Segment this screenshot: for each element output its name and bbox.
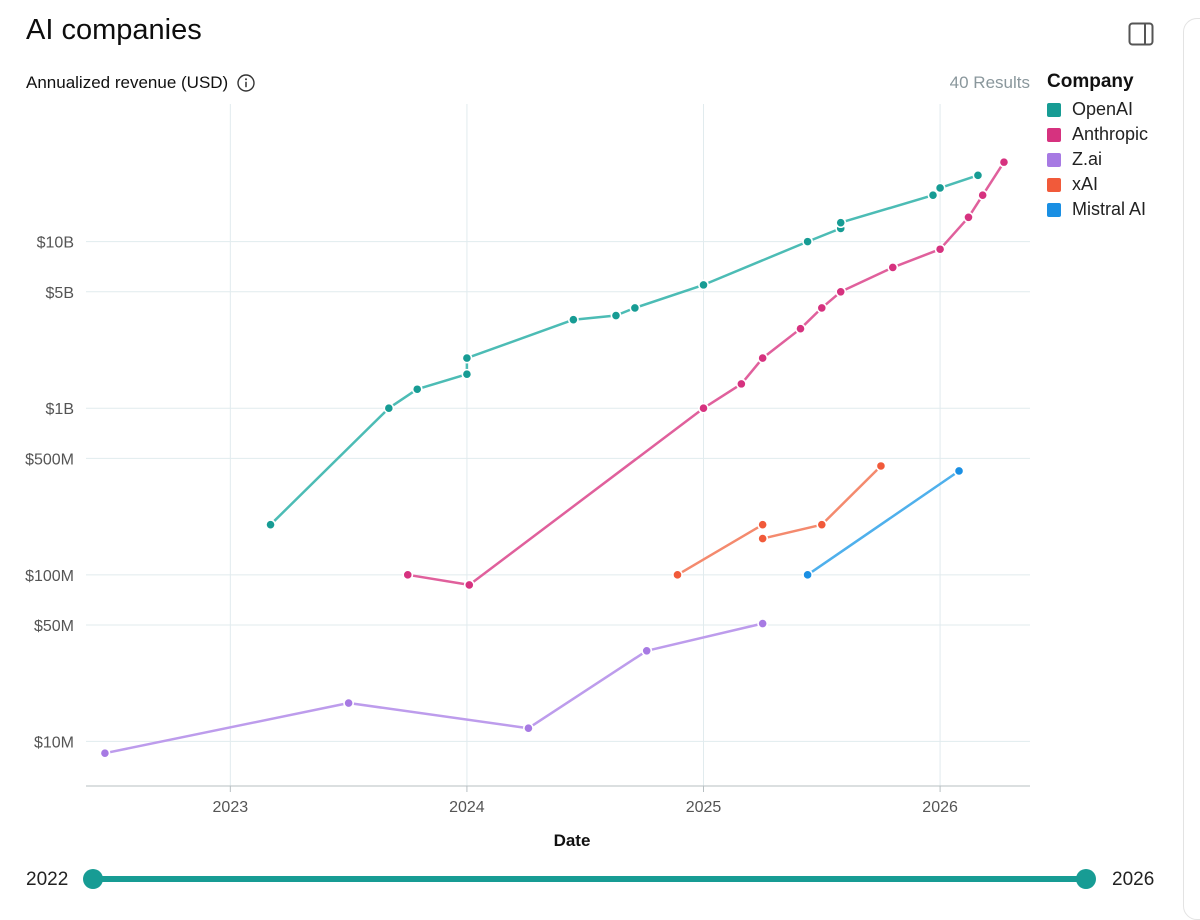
series-line-xai <box>676 523 764 577</box>
legend-label: Mistral AI <box>1072 199 1147 219</box>
results-count: 40 Results <box>949 73 1030 92</box>
panel-toggle-icon[interactable] <box>1128 22 1154 46</box>
series-line-anthropic <box>406 160 1006 587</box>
data-point-xai <box>672 569 683 581</box>
series-line-mistral-ai <box>806 469 961 577</box>
data-point-openai <box>927 189 939 201</box>
data-point-mistral-ai <box>802 569 814 581</box>
side-panel-edge <box>1183 18 1200 920</box>
series-line-z-ai <box>103 622 764 755</box>
data-point-openai <box>461 352 473 364</box>
data-point-openai <box>610 310 622 321</box>
data-point-openai <box>972 169 984 181</box>
data-point-anthropic <box>963 211 974 223</box>
series-line-xai <box>761 523 824 540</box>
legend-swatch <box>1047 152 1061 167</box>
data-point-z-ai <box>343 697 355 709</box>
data-point-anthropic <box>887 262 899 273</box>
legend-label: Anthropic <box>1072 124 1149 144</box>
data-point-anthropic <box>998 156 1010 168</box>
data-point-xai <box>757 533 769 544</box>
data-point-anthropic <box>835 286 847 298</box>
data-point-anthropic <box>757 352 769 364</box>
data-point-xai <box>875 460 887 472</box>
info-icon[interactable] <box>237 74 255 92</box>
legend-title: Company <box>1047 71 1134 92</box>
data-point-anthropic <box>816 302 828 314</box>
revenue-chart: $10M $50M $100M $500M $1B $5B $10B 2023 2024 2025… <box>25 104 1030 850</box>
data-point-anthropic <box>463 579 475 591</box>
x-tick-label: 2024 <box>449 799 485 816</box>
y-tick-label: $10M <box>34 734 74 751</box>
y-tick-label: $10B <box>37 235 74 252</box>
slider-start-label: 2022 <box>26 869 69 890</box>
series-line-xai <box>820 464 883 526</box>
y-tick-label: $100M <box>25 568 74 585</box>
data-point-openai <box>265 519 276 531</box>
year-range-track[interactable] <box>93 876 1087 882</box>
y-tick-label: $500M <box>25 451 74 468</box>
x-tick-label: 2026 <box>922 799 958 816</box>
slider-end-label: 2026 <box>1112 869 1155 890</box>
data-point-openai <box>411 383 423 395</box>
data-point-openai <box>567 314 579 326</box>
data-point-openai <box>934 182 946 194</box>
legend-item-openai[interactable]: OpenAI <box>1047 97 1148 122</box>
legend-swatch <box>1047 202 1061 217</box>
x-axis-title: Date <box>554 831 591 850</box>
data-point-anthropic <box>977 189 989 201</box>
data-point-openai <box>383 402 395 414</box>
legend-swatch <box>1047 102 1061 117</box>
legend-item-mistral-ai[interactable]: Mistral AI <box>1047 197 1148 222</box>
data-point-anthropic <box>795 323 806 335</box>
y-tick-label: $50M <box>34 618 74 635</box>
data-point-anthropic <box>934 243 946 255</box>
data-point-anthropic <box>698 402 709 414</box>
x-tick-label: 2025 <box>686 799 722 816</box>
data-point-anthropic <box>402 569 414 581</box>
data-point-openai <box>461 368 473 380</box>
legend-item-zai[interactable]: Z.ai <box>1047 147 1148 172</box>
data-point-openai <box>802 236 814 248</box>
metric-selector: Annualized revenue (USD) <box>26 73 255 93</box>
data-point-mistral-ai <box>953 465 965 477</box>
page-title: AI companies <box>26 14 202 46</box>
data-point-z-ai <box>523 722 534 734</box>
data-point-z-ai <box>99 747 111 759</box>
legend-label: xAI <box>1072 174 1099 194</box>
x-tick-label: 2023 <box>213 799 249 816</box>
data-point-xai <box>757 519 769 531</box>
data-point-z-ai <box>757 618 769 629</box>
data-point-openai <box>629 302 641 314</box>
legend-swatch <box>1047 127 1061 142</box>
legend-item-xai[interactable]: xAI <box>1047 172 1148 197</box>
range-end-handle[interactable] <box>1076 869 1096 889</box>
series-line-openai <box>269 174 980 526</box>
y-tick-label: $5B <box>46 285 74 302</box>
legend-label: OpenAI <box>1072 99 1134 119</box>
legend-swatch <box>1047 177 1061 192</box>
legend-label: Z.ai <box>1072 149 1103 169</box>
y-tick-label: $1B <box>46 401 74 418</box>
data-point-z-ai <box>641 645 653 657</box>
data-point-xai <box>816 519 828 531</box>
range-start-handle[interactable] <box>83 869 103 889</box>
data-point-anthropic <box>735 378 747 390</box>
metric-label: Annualized revenue (USD) <box>26 73 229 92</box>
legend: Company OpenAI Anthropic Z.ai xAI Mistra… <box>1047 71 1148 222</box>
legend-item-anthropic[interactable]: Anthropic <box>1047 122 1148 147</box>
data-point-openai <box>698 279 709 291</box>
data-point-openai <box>835 217 847 229</box>
